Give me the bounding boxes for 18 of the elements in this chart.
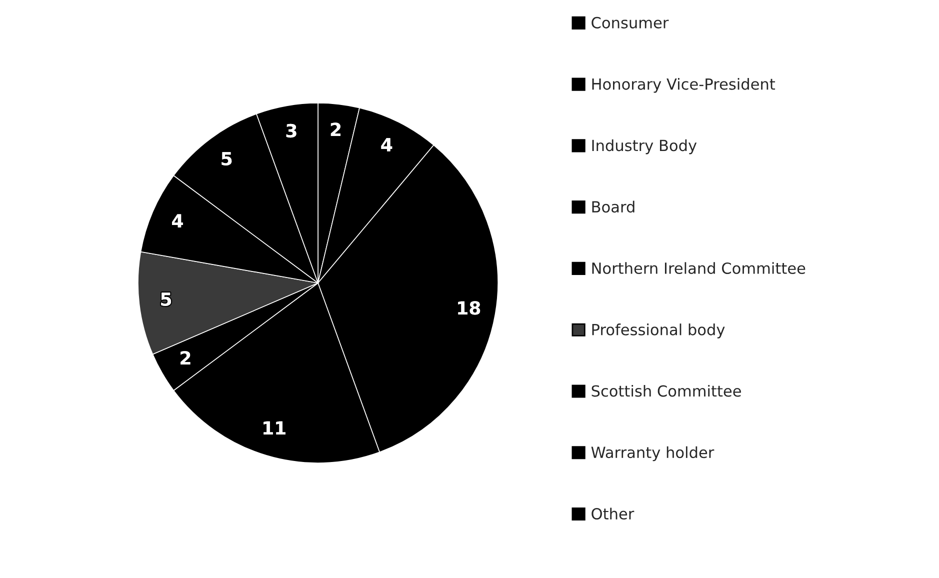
legend-label: Warranty holder	[591, 446, 714, 462]
data-label: 5	[222, 152, 232, 166]
legend-label: Consumer	[592, 16, 669, 28]
data-label: 2	[330, 122, 340, 136]
data-label: 11	[264, 421, 286, 435]
legend-label: Scottish Committee	[592, 384, 741, 397]
data-label: 2	[180, 351, 190, 364]
data-label: 5	[161, 292, 172, 306]
legend-label: Professional body	[592, 324, 725, 338]
legend-label: Northern Ireland Committee	[592, 262, 806, 274]
data-label: 4	[381, 138, 392, 152]
legend-label: Industry Body	[592, 139, 697, 154]
data-label: 18	[458, 301, 480, 315]
data-label: 4	[172, 214, 183, 228]
legend-label: Honorary Vice-President	[592, 78, 776, 93]
data-label: 3	[286, 124, 296, 138]
legend-label: Board	[592, 200, 634, 213]
legend-label: Other	[592, 508, 634, 520]
